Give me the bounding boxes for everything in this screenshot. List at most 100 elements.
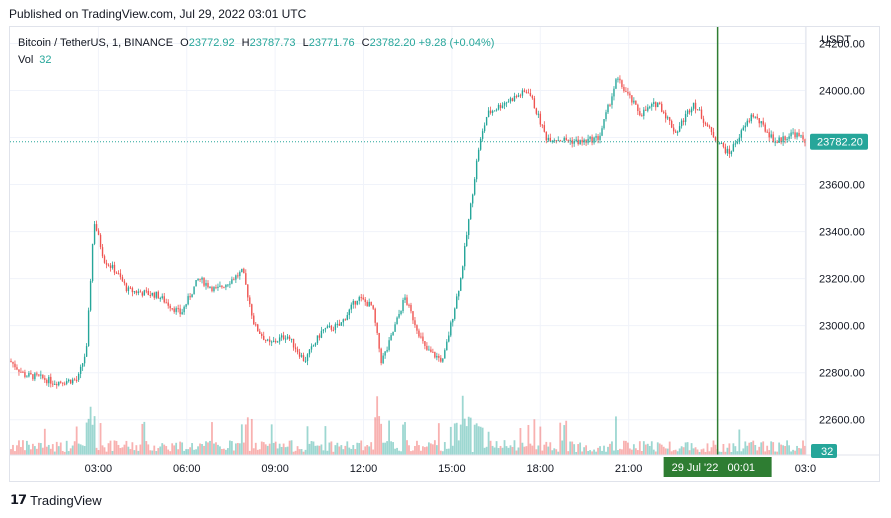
volume-bar [119, 447, 122, 455]
volume-bar [710, 447, 713, 455]
candle-body [778, 137, 780, 143]
volume-bar [332, 451, 335, 455]
volume-bar [73, 441, 76, 455]
candle-body [346, 315, 349, 321]
candle-body [109, 265, 112, 268]
volume-bar [101, 445, 104, 455]
volume-bar [57, 446, 60, 455]
volume-bar [766, 445, 769, 455]
currency-label: USDT [821, 34, 851, 46]
volume-bar [708, 451, 711, 455]
volume-bar [203, 445, 205, 455]
volume-bar [521, 442, 524, 455]
candle-body [706, 124, 709, 127]
candle-body [362, 297, 364, 300]
volume-bar [696, 449, 699, 455]
footer[interactable]: 𝟭𝟳 TradingView [10, 492, 102, 508]
close-label: C [361, 37, 370, 49]
candle-body [131, 288, 134, 293]
volume-bar [240, 424, 243, 455]
volume-bar [306, 426, 309, 455]
time-tick-label: 18:00 [527, 463, 555, 475]
candle-body [768, 132, 770, 138]
candle-body [97, 230, 100, 235]
candle-body [756, 116, 758, 119]
price-tick-label: 22600.00 [819, 415, 865, 427]
candle-body [123, 281, 126, 284]
volume-bar [587, 451, 589, 455]
candle-body [73, 379, 76, 381]
candle-body [284, 338, 287, 340]
volume-bar [18, 440, 20, 455]
candle-body [348, 309, 350, 316]
volume-bar [686, 442, 689, 455]
candle-body [32, 374, 34, 380]
volume-bar [276, 448, 279, 455]
volume-bar [712, 440, 715, 455]
candle-body [223, 287, 225, 289]
price-tick-label: 23400.00 [819, 227, 865, 239]
volume-bar [682, 447, 685, 455]
volume-bar [330, 441, 333, 455]
candle-body [56, 383, 58, 386]
candle-body [740, 130, 743, 138]
candle-body [758, 118, 760, 124]
candle-body [245, 273, 247, 285]
volume-bar [336, 442, 339, 455]
volume-bar [37, 442, 40, 455]
volume-bar [91, 424, 94, 455]
volume-bar [374, 417, 377, 455]
candle-body [625, 91, 627, 93]
volume-bar [354, 449, 357, 455]
volume-bar [648, 445, 651, 455]
open-value: 23772.92 [188, 37, 235, 49]
candle-body [557, 140, 559, 142]
candle-body [28, 373, 30, 377]
candle-body [46, 379, 48, 384]
volume-bar [736, 451, 739, 455]
volume-bar [605, 451, 607, 455]
volume-bar [513, 440, 516, 455]
candle-body [296, 349, 299, 353]
volume-bar [734, 446, 737, 455]
candle-body [390, 335, 392, 341]
price-axis: 22600.00 22800.00 23000.00 23200.00 23400.00… [819, 38, 865, 426]
volume-bar [370, 442, 373, 455]
candle-body [292, 338, 295, 348]
volume-bar [280, 446, 283, 455]
candle-body [754, 116, 756, 118]
candle-body [571, 140, 573, 144]
last-price-label: 23782.20 [817, 137, 863, 149]
candle-body [722, 143, 725, 147]
volume-badge: 32 [811, 444, 837, 458]
candle-body [95, 224, 98, 231]
volume-bar [302, 451, 305, 455]
volume-bar [314, 445, 317, 455]
candle-body [515, 96, 518, 98]
candle-body [280, 335, 283, 338]
volume-bar [191, 443, 193, 455]
brand-name: TradingView [30, 492, 102, 508]
volume-bar [211, 422, 213, 455]
candle-body [444, 350, 446, 359]
candle-body [420, 336, 422, 338]
candle-body [676, 131, 679, 133]
candle-body [103, 256, 106, 263]
volume-bar [746, 445, 749, 455]
candle-body [730, 151, 733, 155]
volume-bar [394, 448, 396, 455]
volume-bar [217, 444, 219, 455]
volume-bar [680, 446, 683, 455]
volume-bar [619, 448, 621, 455]
volume-bar [59, 442, 62, 455]
volume-bar [111, 450, 114, 455]
volume-bar [593, 449, 595, 455]
volume-bar [205, 441, 207, 455]
candle-body [197, 278, 199, 281]
volume-bar [515, 450, 518, 455]
volume-bar [248, 450, 251, 455]
volume-bar [99, 423, 102, 455]
volume-bar [583, 447, 586, 455]
volume-bar [414, 446, 416, 455]
